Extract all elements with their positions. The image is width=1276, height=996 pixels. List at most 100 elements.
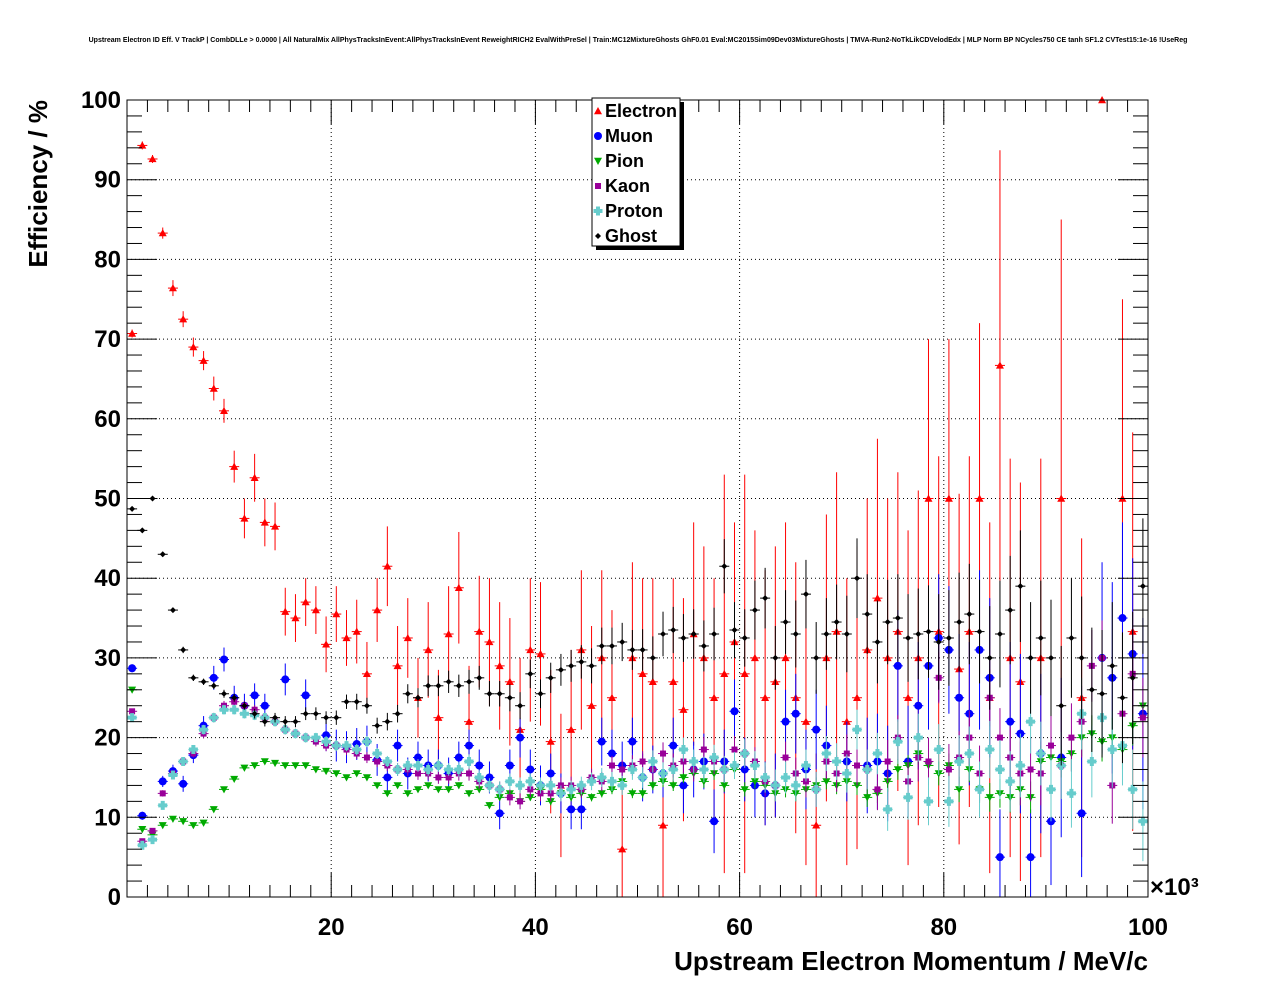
data-point-proton	[392, 763, 403, 776]
marker	[424, 782, 433, 790]
legend-marker	[593, 206, 603, 216]
data-point-proton	[1127, 749, 1138, 830]
data-point-electron	[872, 438, 883, 758]
marker	[720, 669, 729, 678]
x-tick-label: 60	[726, 914, 753, 941]
marker	[823, 630, 830, 637]
data-point-ghost	[719, 539, 730, 594]
data-point-ghost	[1107, 602, 1118, 730]
data-point-proton	[300, 732, 311, 743]
data-point-muon	[994, 809, 1005, 897]
data-point-ghost	[382, 712, 393, 731]
data-point-pion	[668, 779, 679, 791]
data-point-ghost	[280, 716, 291, 728]
data-point-ghost	[1127, 611, 1138, 744]
marker	[669, 741, 678, 750]
marker	[373, 606, 382, 614]
marker	[505, 677, 514, 686]
data-point-muon	[249, 683, 260, 708]
data-point-kaon	[157, 790, 168, 797]
data-point-proton	[780, 761, 791, 794]
data-point-proton	[800, 749, 811, 782]
data-point-ghost	[515, 692, 526, 720]
marker	[424, 645, 433, 654]
marker	[710, 817, 719, 826]
data-point-muon	[1076, 749, 1087, 878]
marker	[679, 774, 688, 782]
marker	[384, 718, 391, 725]
data-point-proton	[739, 739, 750, 768]
data-point-ghost	[157, 551, 168, 558]
marker	[393, 661, 402, 670]
data-point-pion	[484, 802, 495, 810]
marker	[853, 782, 862, 790]
marker	[822, 778, 831, 786]
data-point-ghost	[566, 649, 577, 682]
marker	[760, 772, 770, 782]
data-point-ghost	[586, 648, 597, 684]
marker	[271, 522, 280, 530]
data-point-electron	[525, 578, 536, 722]
data-point-proton	[535, 777, 546, 794]
marker	[353, 698, 360, 705]
marker	[230, 462, 239, 470]
marker	[127, 713, 137, 723]
y-tick-label: 30	[94, 645, 121, 672]
data-point-proton	[494, 781, 505, 798]
marker	[955, 786, 964, 794]
marker	[343, 698, 350, 705]
data-point-ghost	[637, 629, 648, 671]
data-point-muon	[1025, 809, 1036, 897]
marker	[883, 804, 893, 814]
data-point-proton	[606, 771, 617, 791]
marker	[1078, 654, 1085, 661]
marker	[782, 619, 789, 626]
data-point-proton	[627, 759, 638, 780]
data-point-ghost	[709, 607, 720, 661]
marker	[250, 762, 259, 770]
marker	[332, 770, 341, 778]
marker	[240, 764, 249, 772]
y-tick-label: 50	[94, 486, 121, 513]
marker	[935, 638, 942, 645]
data-point-ghost	[872, 600, 883, 684]
marker	[239, 709, 249, 719]
data-point-pion	[361, 774, 372, 782]
marker	[576, 780, 586, 790]
marker	[821, 749, 831, 759]
marker	[638, 790, 647, 798]
marker	[342, 741, 352, 751]
legend-entry-ghost: Ghost	[595, 226, 657, 246]
marker	[179, 315, 188, 323]
marker	[374, 758, 381, 765]
data-point-proton	[321, 736, 332, 748]
data-point-ghost	[474, 665, 485, 690]
marker	[505, 761, 514, 770]
data-point-electron	[300, 578, 311, 627]
marker	[710, 693, 719, 701]
marker	[373, 782, 382, 790]
data-point-kaon	[923, 737, 934, 786]
data-point-muon	[280, 663, 291, 696]
marker	[975, 494, 984, 502]
legend-label: Ghost	[605, 226, 657, 246]
data-point-ghost	[433, 675, 444, 697]
data-point-muon	[392, 729, 403, 762]
marker	[628, 737, 637, 746]
marker	[669, 782, 678, 790]
data-point-pion	[862, 787, 873, 807]
marker	[546, 780, 556, 790]
marker	[506, 794, 513, 801]
data-point-proton	[933, 724, 944, 776]
data-point-pion	[300, 762, 311, 770]
marker	[578, 658, 585, 665]
marker	[904, 693, 913, 701]
marker	[874, 786, 881, 793]
marker	[180, 646, 187, 653]
marker	[129, 505, 136, 512]
data-point-proton	[841, 754, 852, 793]
marker	[423, 764, 433, 774]
marker	[802, 591, 809, 598]
data-point-electron	[290, 594, 301, 642]
marker	[209, 806, 218, 814]
